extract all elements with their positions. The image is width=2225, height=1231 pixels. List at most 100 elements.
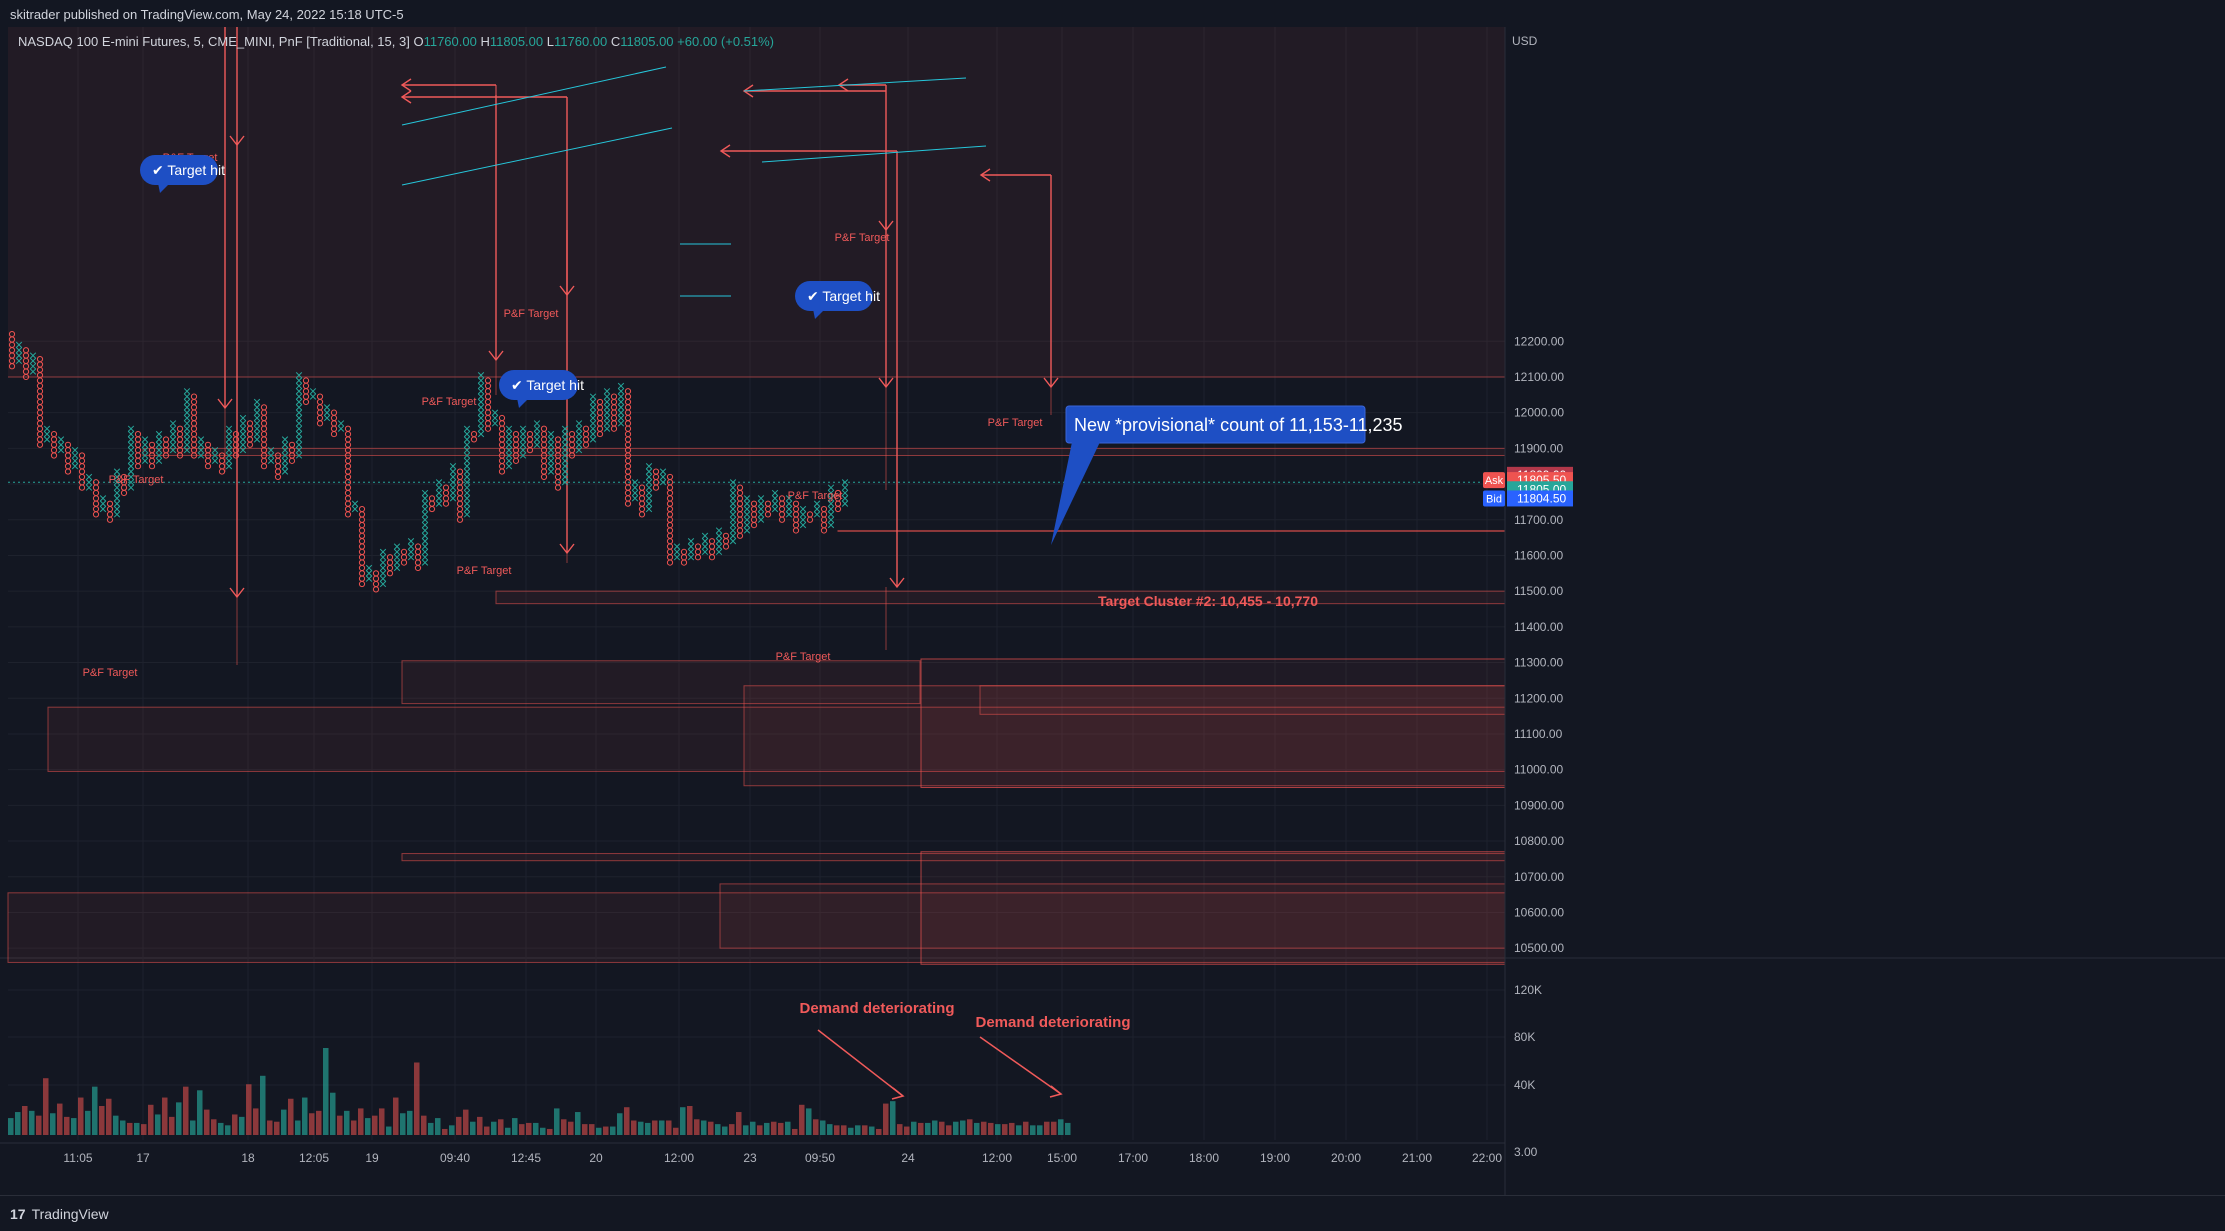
pnf-o-box	[624, 388, 632, 395]
pnf-o-box	[8, 331, 16, 338]
pnf-o-box	[414, 548, 422, 555]
pnf-o-box	[330, 420, 338, 427]
target-zone	[47, 706, 1506, 772]
pnf-o-box	[50, 452, 58, 459]
pnf-x-box	[463, 463, 471, 470]
volume-bar	[939, 1121, 945, 1135]
pnf-o-box	[190, 404, 198, 411]
pnf-o-box	[624, 457, 632, 464]
pnf-target-label: P&F Target	[83, 667, 138, 679]
pnf-x-box	[505, 452, 513, 459]
target-hit-text: ✔ Target hit	[807, 288, 880, 304]
pnf-o-box	[540, 436, 548, 443]
pnf-x-box	[785, 495, 793, 502]
pnf-o-box	[64, 468, 72, 475]
pnf-x-box	[673, 543, 681, 550]
pnf-x-box	[505, 436, 513, 443]
pnf-x-box	[421, 548, 429, 556]
volume-bar	[995, 1124, 1001, 1135]
chart-canvas[interactable]: P&F Target P&F Target P&F Target P&F Target…	[0, 27, 2225, 1195]
pnf-target-label: P&F Target	[504, 308, 559, 320]
target-cluster-2-box	[920, 851, 1506, 965]
currency-label: USD	[1512, 34, 1538, 48]
pnf-x-box	[239, 430, 247, 438]
volume-bar	[834, 1125, 840, 1135]
pnf-o-box	[568, 441, 576, 448]
volume-bar	[113, 1115, 119, 1135]
pnf-x-box	[365, 575, 373, 582]
tradingview-logo: 17	[10, 1206, 26, 1222]
pnf-x-box	[113, 500, 121, 507]
pnf-x-box	[295, 409, 303, 416]
volume-bar	[708, 1121, 714, 1135]
volume-bar	[701, 1120, 707, 1135]
pnf-o-box	[708, 538, 716, 545]
pnf-x-box	[547, 446, 555, 454]
pnf-x-box	[379, 548, 387, 556]
time-axis[interactable]: 11:05 17 18 12:05 19 09:40 12:45 20 12:00 23 09:50…	[63, 1151, 1502, 1165]
volume-bar	[659, 1120, 665, 1135]
volume-bar	[610, 1126, 616, 1135]
pnf-o-box	[260, 441, 268, 448]
pnf-o-box	[288, 441, 296, 448]
pnf-o-box	[302, 393, 310, 400]
symbol-legend[interactable]: NASDAQ 100 E-mini Futures, 5, CME_MINI, …	[18, 34, 774, 49]
pnf-x-box	[113, 511, 121, 518]
pnf-x-box	[183, 414, 191, 422]
pnf-x-box	[729, 511, 737, 518]
pnf-x-box	[715, 532, 723, 539]
pnf-o-box	[134, 430, 142, 438]
pnf-o-box	[456, 468, 464, 475]
pnf-x-box	[561, 425, 569, 432]
pnf-o-box	[92, 500, 100, 507]
pnf-o-box	[120, 489, 128, 497]
pnf-x-box	[239, 414, 247, 422]
pnf-o-box	[638, 489, 646, 497]
pnf-o-box	[582, 425, 590, 432]
pnf-o-box	[22, 347, 30, 354]
pnf-x-box	[71, 452, 79, 459]
pnf-x-box	[575, 420, 583, 427]
pnf-o-box	[764, 500, 772, 507]
pnf-x-box	[183, 425, 191, 432]
pnf-x-box	[127, 473, 135, 481]
volume-bar	[918, 1122, 924, 1135]
pnf-x-box	[491, 409, 499, 416]
upper-zone-band	[8, 27, 1505, 377]
pnf-o-box	[190, 425, 198, 432]
pnf-x-box	[239, 436, 247, 443]
pnf-x-box	[421, 511, 429, 518]
volume-bar	[470, 1121, 476, 1135]
price-tick-label: 11000.00	[1514, 763, 1563, 777]
demand-arrowhead	[1049, 1085, 1063, 1098]
pnf-x-box	[687, 543, 695, 550]
pnf-x-box	[463, 446, 471, 454]
pnf-o-box	[36, 425, 44, 432]
pnf-x-box	[225, 463, 233, 470]
close-value: 11805.00	[620, 34, 674, 49]
pnf-o-box	[78, 484, 86, 491]
pnf-o-box	[484, 420, 492, 427]
pnf-o-box	[666, 559, 674, 566]
pnf-o-box	[736, 511, 744, 518]
high-label: H	[480, 34, 490, 49]
pnf-x-box	[43, 436, 51, 443]
pnf-o-box	[792, 500, 800, 507]
pnf-o-box	[624, 489, 632, 497]
pnf-o-box	[232, 430, 240, 438]
price-axis[interactable]: 10500.00 10600.00 10700.00 10800.00 10900.00…	[1483, 27, 1573, 1195]
pnf-x-box	[295, 372, 303, 379]
pnf-o-box	[372, 575, 380, 582]
pnf-x-box	[15, 347, 23, 354]
pnf-x-box	[617, 420, 625, 427]
pnf-o-box	[36, 404, 44, 411]
pnf-o-box	[820, 522, 828, 529]
volume-bar	[428, 1122, 434, 1135]
pnf-x-box	[659, 479, 667, 486]
tradingview-brand[interactable]: 17 TradingView	[10, 1206, 109, 1222]
volume-bar	[596, 1127, 602, 1135]
pnf-x-box	[477, 377, 485, 384]
pnf-x-box	[421, 538, 429, 545]
pnf-o-box	[722, 543, 730, 550]
pnf-x-box	[463, 511, 471, 518]
